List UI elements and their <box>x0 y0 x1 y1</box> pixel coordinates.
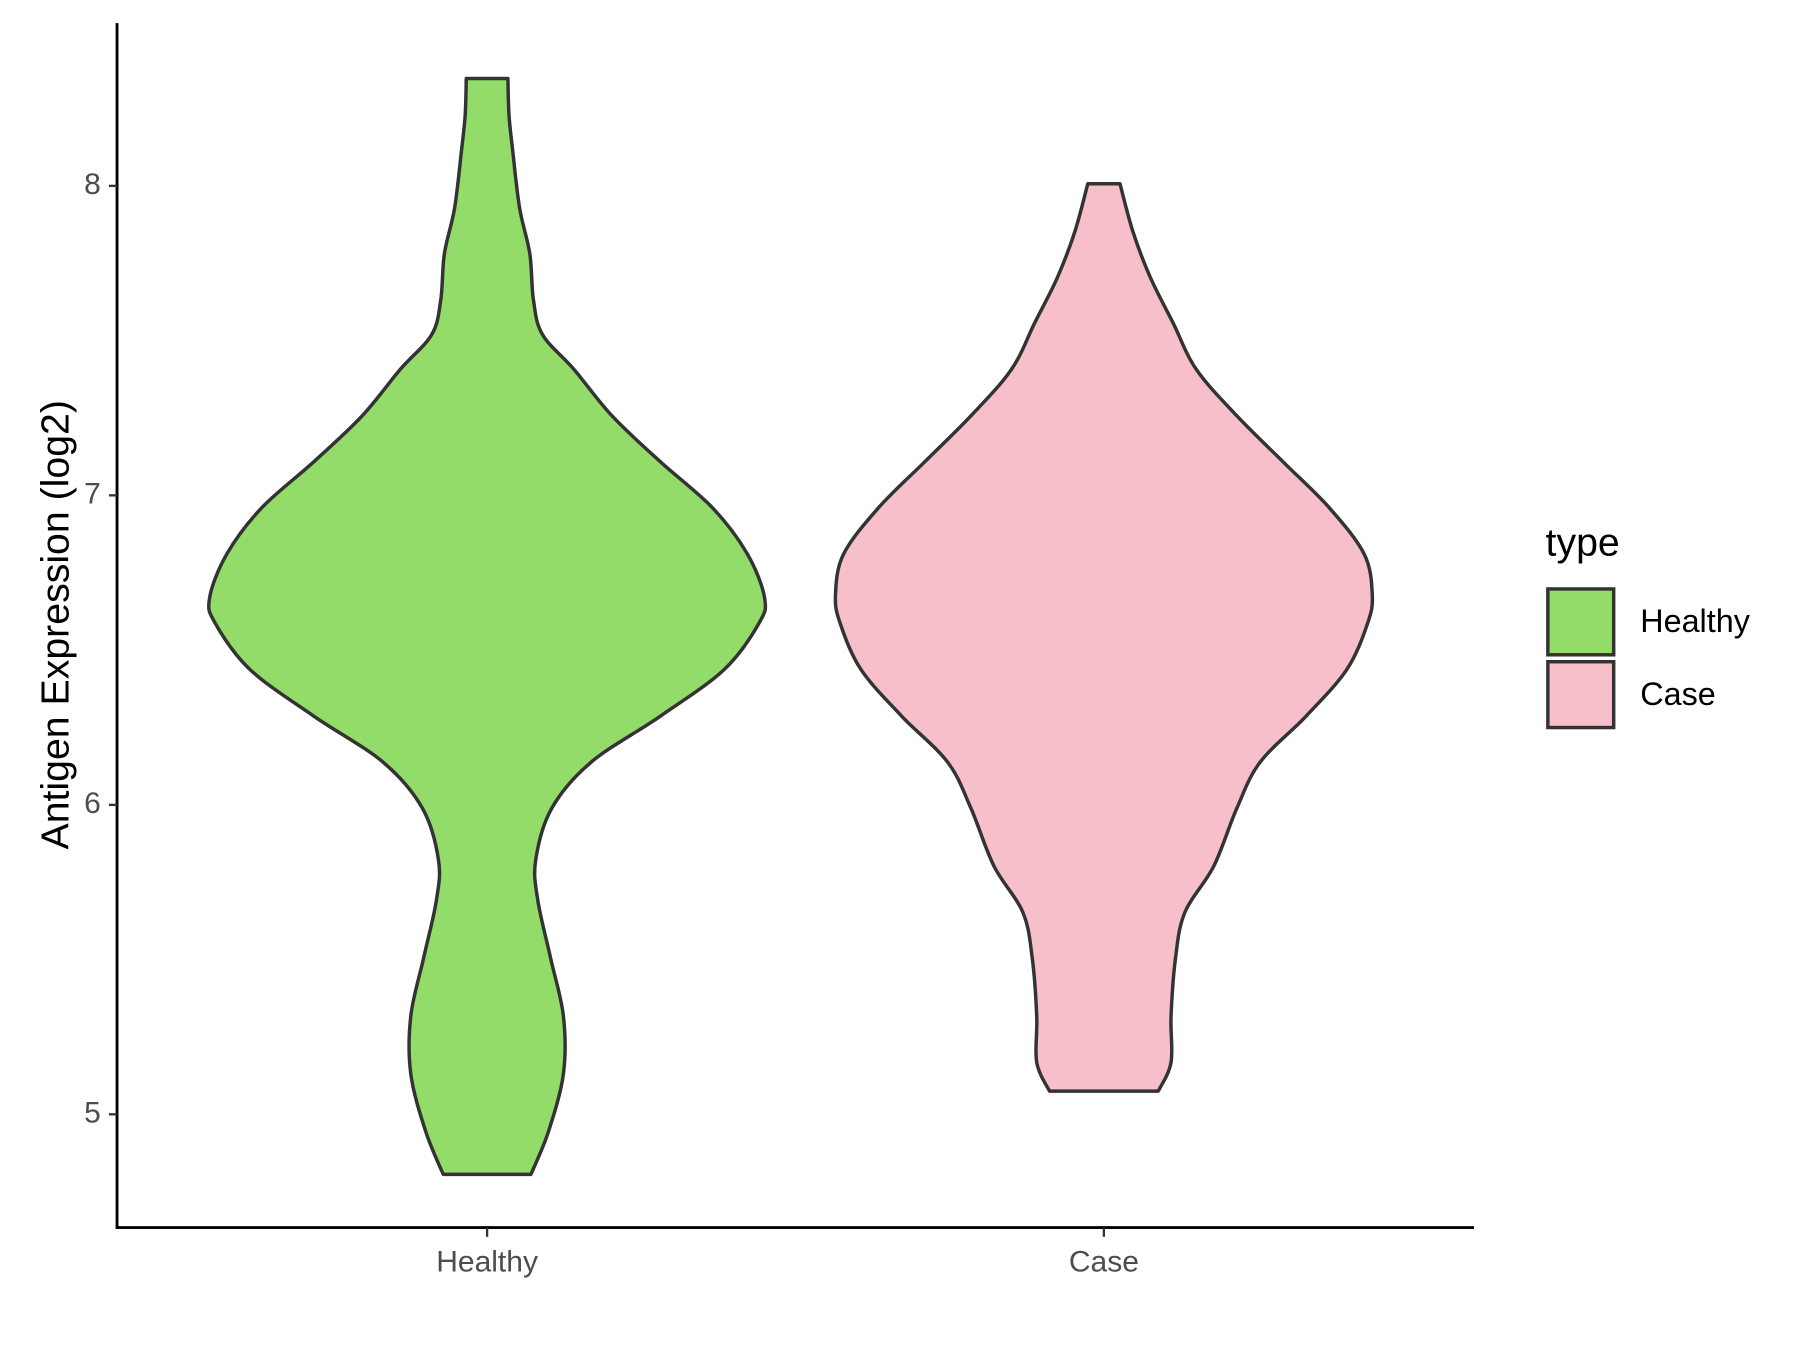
y-tick-label: 5 <box>84 1096 101 1129</box>
violin <box>206 76 768 1177</box>
legend-title: type <box>1546 520 1620 564</box>
legend-label: Case <box>1640 676 1715 712</box>
y-tick-label: 6 <box>84 787 101 820</box>
y-tick-label: 8 <box>84 168 101 201</box>
x-tick-label: Healthy <box>436 1245 538 1278</box>
legend-swatch <box>1546 587 1616 657</box>
violin <box>833 181 1375 1093</box>
x-tick-label: Case <box>1069 1245 1139 1278</box>
legend-swatch <box>1546 659 1616 730</box>
y-axis-title: Antigen Expression (log2) <box>34 400 78 849</box>
y-tick-label: 7 <box>84 477 101 510</box>
legend-label: Healthy <box>1640 603 1750 639</box>
